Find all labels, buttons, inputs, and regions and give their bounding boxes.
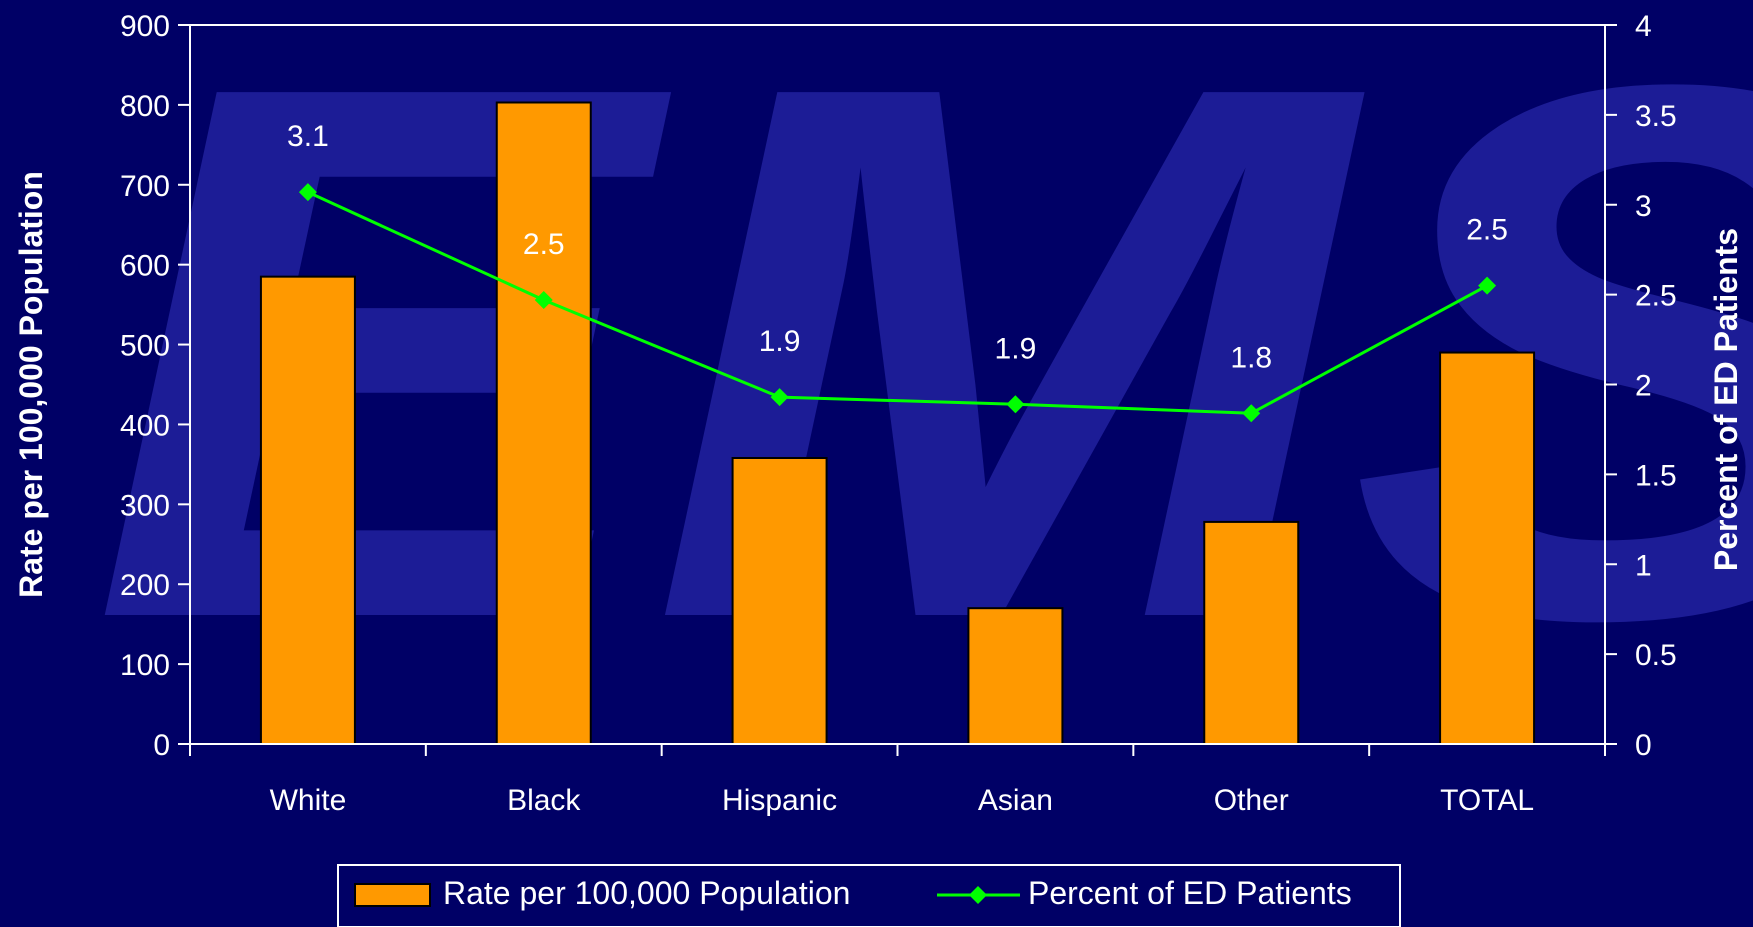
legend-label-percent: Percent of ED Patients <box>1028 875 1352 911</box>
right-tick-label: 0 <box>1635 729 1652 762</box>
line-marker-total <box>1478 276 1497 295</box>
y-axis-title: Rate per 100,000 Population <box>13 171 49 598</box>
right-tick-label: 3.5 <box>1635 100 1677 133</box>
data-label-hispanic: 1.9 <box>759 325 801 358</box>
data-labels: 3.1 2.5 1.9 1.9 1.8 2.5 <box>287 120 1508 374</box>
bar-series <box>259 101 1536 746</box>
right-tick-label: 0.5 <box>1635 639 1677 672</box>
axes: 0 100 200 300 400 500 600 700 800 900 0 0.5 1 1.5 2 2.5… <box>13 10 1744 817</box>
left-tick-label: 400 <box>120 409 170 442</box>
right-tick-label: 1 <box>1635 549 1652 582</box>
left-tick-label: 300 <box>120 489 170 522</box>
x-tick-label: White <box>270 784 347 817</box>
line-marker-black <box>534 291 553 310</box>
legend-marker-swatch <box>969 886 987 904</box>
bar-black <box>495 101 592 745</box>
line-marker-asian <box>1006 395 1025 414</box>
legend-label-rate: Rate per 100,000 Population <box>443 875 850 911</box>
x-tick-label: Other <box>1214 784 1289 817</box>
x-tick-label: Black <box>507 784 581 817</box>
left-tick-label: 700 <box>120 170 170 203</box>
data-label-black: 2.5 <box>523 228 565 261</box>
line-marker-other <box>1242 404 1261 423</box>
data-label-other: 1.8 <box>1230 341 1272 374</box>
left-tick-label: 0 <box>153 729 170 762</box>
left-tick-label: 200 <box>120 569 170 602</box>
legend: Rate per 100,000 Population Percent of ED… <box>337 864 1401 927</box>
bar-other <box>1203 520 1300 745</box>
right-tick-label: 1.5 <box>1635 459 1677 492</box>
right-tick-label: 3 <box>1635 190 1652 223</box>
left-tick-label: 600 <box>120 250 170 283</box>
left-tick-label: 900 <box>120 10 170 43</box>
left-tick-label: 800 <box>120 90 170 123</box>
left-tick-label: 100 <box>120 649 170 682</box>
line-series <box>298 183 1497 423</box>
bar-total <box>1439 351 1536 745</box>
bar-white <box>259 275 356 745</box>
bar-asian <box>967 607 1064 746</box>
right-tick-label: 2.5 <box>1635 280 1677 313</box>
left-tick-label: 500 <box>120 330 170 363</box>
legend-bar-swatch <box>354 883 431 907</box>
data-label-total: 2.5 <box>1466 214 1508 247</box>
data-label-white: 3.1 <box>287 120 329 153</box>
bar-hispanic <box>731 456 828 745</box>
right-tick-label: 2 <box>1635 370 1652 403</box>
x-tick-label: TOTAL <box>1440 784 1534 817</box>
line-marker-hispanic <box>770 388 789 407</box>
data-label-asian: 1.9 <box>995 332 1037 365</box>
x-tick-label: Hispanic <box>722 784 837 817</box>
line-marker-white <box>298 183 317 202</box>
right-tick-label: 4 <box>1635 10 1652 43</box>
percent-line <box>307 190 1488 415</box>
legend-box <box>337 864 1401 927</box>
x-tick-label: Asian <box>978 784 1053 817</box>
y2-axis-title: Percent of ED Patients <box>1708 228 1744 571</box>
